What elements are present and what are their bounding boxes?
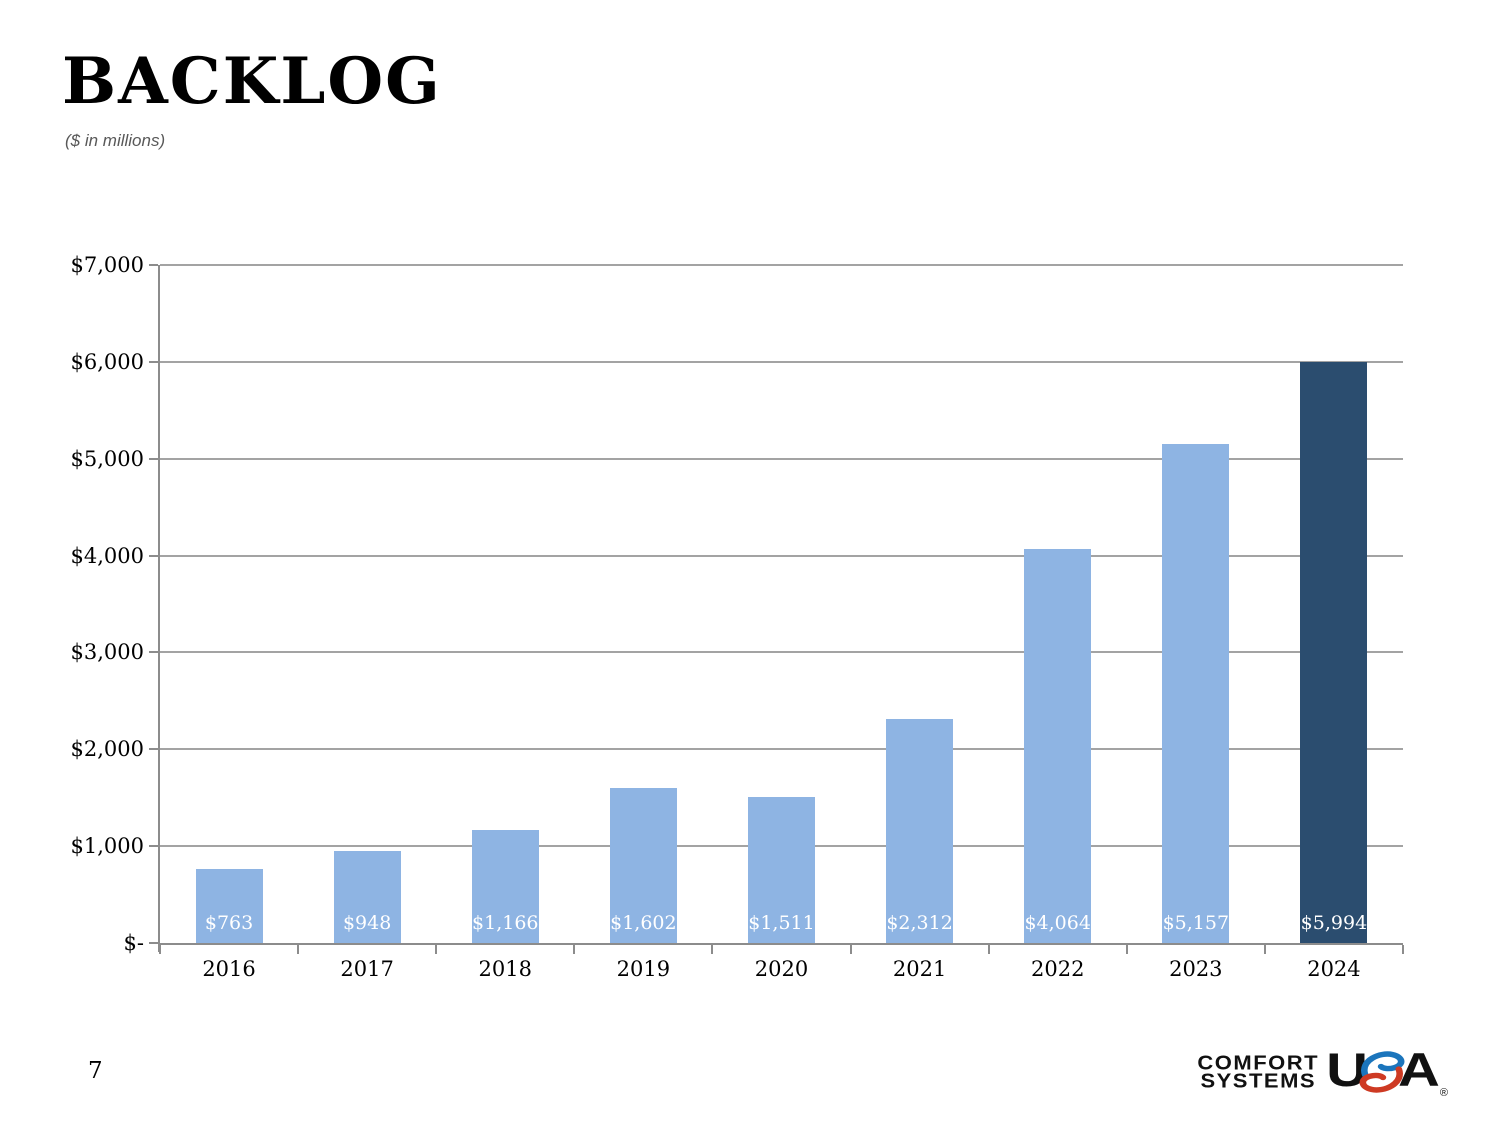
bar-2017: $948 xyxy=(333,851,401,943)
logo-swoosh-s-icon xyxy=(1359,1051,1405,1093)
bar-value-label: $948 xyxy=(342,912,392,934)
x-axis-label: 2022 xyxy=(1030,957,1085,981)
x-axis-label: 2016 xyxy=(202,957,256,981)
y-axis-label: $5,000 xyxy=(70,446,144,471)
bar-value-label: $5,157 xyxy=(1162,912,1230,934)
x-axis-tick xyxy=(435,945,438,954)
bar-value-label: $763 xyxy=(204,912,254,934)
bar-value-label: $2,312 xyxy=(886,912,953,934)
bar-2019: $1,602 xyxy=(609,787,677,943)
bar-2016: $763 xyxy=(195,869,263,943)
x-axis-tick xyxy=(297,945,300,954)
y-axis-tick xyxy=(149,457,158,460)
bar-value-label: $4,064 xyxy=(1024,912,1091,934)
gridline xyxy=(160,748,1403,751)
x-axis-label: 2018 xyxy=(478,957,532,981)
comfort-systems-usa-logo: COMFORT SYSTEMS U A ® xyxy=(1197,1041,1448,1103)
bar-value-label: $1,511 xyxy=(748,912,815,934)
logo-wordmark: COMFORT SYSTEMS xyxy=(1197,1050,1320,1093)
page-title: BACKLOG xyxy=(62,44,442,119)
y-axis-label: $4,000 xyxy=(70,543,144,568)
x-axis-tick xyxy=(711,945,714,954)
x-axis-tick xyxy=(987,945,990,954)
y-axis-tick xyxy=(149,748,158,751)
logo-line-systems: SYSTEMS xyxy=(1200,1069,1317,1093)
y-axis-tick xyxy=(149,264,158,266)
y-axis-label: $2,000 xyxy=(70,737,144,762)
x-axis-label: 2019 xyxy=(616,957,671,981)
y-axis-tick xyxy=(149,845,158,848)
x-axis-tick xyxy=(1402,945,1404,954)
page-number: 7 xyxy=(88,1058,103,1084)
bar-2020: $1,511 xyxy=(748,796,815,943)
bar-value-label: $1,602 xyxy=(610,912,677,934)
y-axis-tick xyxy=(149,360,158,363)
logo-line-comfort: COMFORT xyxy=(1197,1050,1320,1074)
bar-value-label: $5,994 xyxy=(1300,912,1368,934)
bar-2024: $5,994 xyxy=(1300,362,1368,943)
x-axis-label: 2021 xyxy=(892,957,947,981)
y-axis-line xyxy=(158,265,160,952)
bar-2023: $5,157 xyxy=(1162,443,1230,943)
y-axis-label: $6,000 xyxy=(70,349,144,374)
logo-letter-a: A xyxy=(1398,1043,1440,1097)
y-axis-tick xyxy=(149,554,158,557)
gridline xyxy=(160,651,1403,654)
x-axis-label: 2023 xyxy=(1169,957,1223,981)
chart-units-subtitle: ($ in millions) xyxy=(65,131,166,150)
x-axis-label: 2020 xyxy=(754,957,809,981)
y-axis-label: $1,000 xyxy=(70,834,144,859)
y-axis-label: $- xyxy=(123,931,144,955)
y-axis-label: $3,000 xyxy=(70,640,144,665)
gridline xyxy=(160,457,1403,460)
backlog-bar-chart: $- $1,000 $2,000 $3,000 $4,000 $5,000 $6,000 $7… xyxy=(71,253,1404,981)
bar-value-label: $1,166 xyxy=(472,912,539,934)
bar-2022: $4,064 xyxy=(1024,549,1092,943)
x-axis-line xyxy=(160,943,1403,945)
x-axis-tick xyxy=(1263,945,1266,954)
gridline xyxy=(160,360,1403,363)
x-axis-label: 2024 xyxy=(1307,957,1361,981)
y-axis-tick xyxy=(149,942,158,944)
x-axis-label: 2017 xyxy=(340,957,394,981)
bar-2018: $1,166 xyxy=(471,830,539,943)
y-axis-label: $7,000 xyxy=(70,253,144,277)
y-axis-tick xyxy=(149,651,158,654)
bar-2021: $2,312 xyxy=(886,719,954,943)
registered-trademark-icon: ® xyxy=(1439,1087,1448,1099)
gridline xyxy=(160,264,1403,266)
gridline xyxy=(160,554,1403,557)
x-axis-tick xyxy=(1125,945,1128,954)
x-axis-tick xyxy=(159,945,161,954)
x-axis-tick xyxy=(849,945,852,954)
x-axis-tick xyxy=(573,945,576,954)
logo-usa: U A xyxy=(1326,1043,1440,1098)
